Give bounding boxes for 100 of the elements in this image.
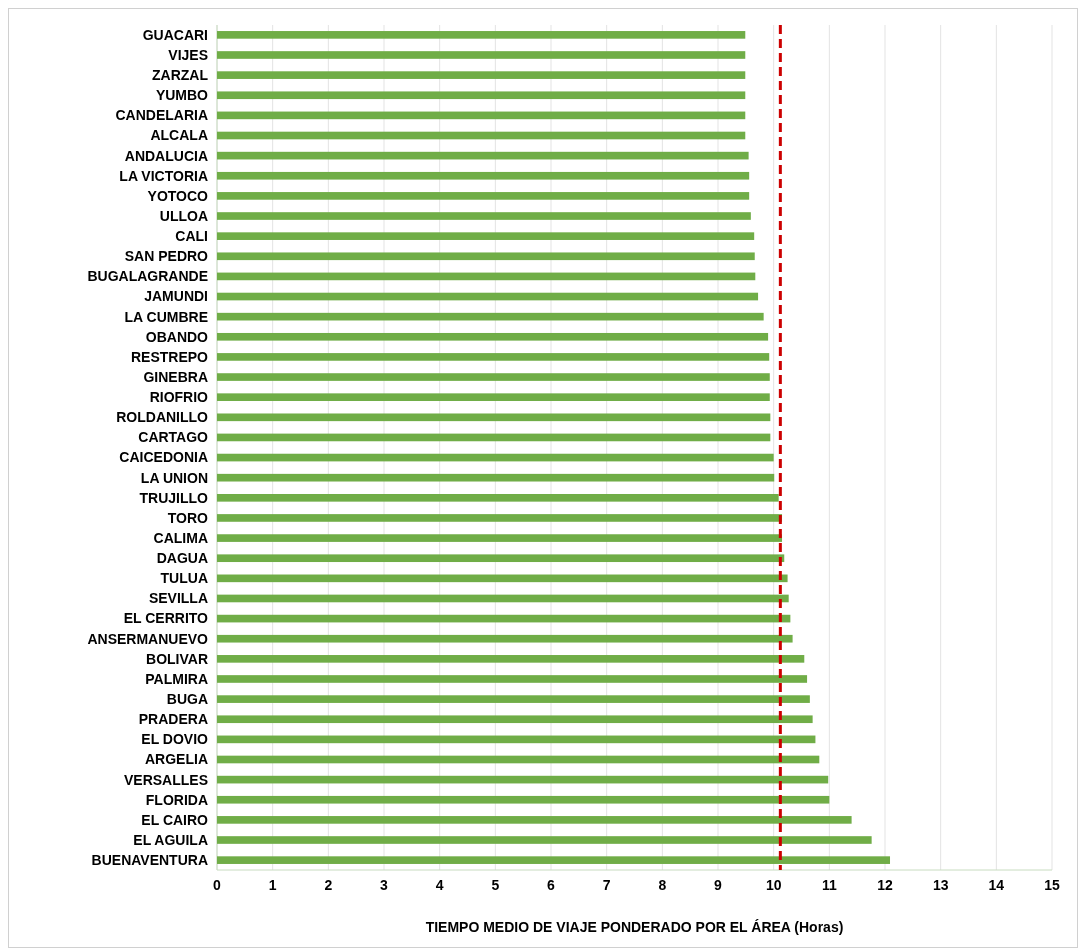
bar [217, 151, 749, 160]
y-tick-label: EL CERRITO [123, 610, 209, 627]
y-tick-label: BUGA [166, 691, 208, 708]
y-tick-label: ULLOA [159, 207, 208, 224]
bar [217, 514, 783, 522]
x-tick-label: 13 [932, 877, 949, 893]
bar [217, 111, 746, 120]
y-tick-label: RESTREPO [130, 348, 209, 365]
y-tick-label: ARGELIA [145, 751, 208, 768]
x-tick-label: 9 [714, 877, 723, 893]
y-tick-label: CALIMA [153, 529, 208, 546]
bar [217, 836, 872, 844]
bar [217, 554, 785, 563]
bar [217, 91, 746, 100]
y-tick-label: VERSALLES [123, 771, 208, 788]
bar [217, 393, 770, 401]
x-tick-label: 5 [491, 877, 500, 893]
y-tick-label: RIOFRIO [149, 389, 209, 406]
y-tick-label: PRADERA [138, 711, 208, 728]
y-tick-label: BUGALAGRANDE [87, 268, 208, 285]
x-tick-label: 2 [324, 877, 333, 893]
y-tick-label: TRUJILLO [139, 489, 209, 506]
bar [217, 373, 770, 381]
y-tick-label: BUENAVENTURA [91, 852, 208, 869]
y-tick-label: GINEBRA [143, 368, 208, 385]
y-tick-label: GUACARI [142, 26, 208, 43]
bar [217, 614, 791, 623]
bar [217, 634, 793, 643]
x-tick-label: 15 [1044, 877, 1060, 893]
bar [217, 292, 759, 301]
x-tick-label: 14 [988, 877, 1005, 893]
bar [217, 51, 746, 59]
x-tick-label: 10 [765, 877, 782, 893]
y-tick-label: EL DOVIO [141, 731, 209, 748]
x-tick-label: 6 [547, 877, 556, 893]
y-tick-label: CARTAGO [138, 429, 209, 446]
y-tick-label: TORO [167, 509, 209, 526]
bar [217, 795, 830, 804]
bar [217, 232, 755, 240]
y-tick-label: ZARZAL [152, 67, 209, 84]
bar [217, 473, 775, 482]
x-tick-label: 1 [268, 877, 277, 893]
bar [217, 594, 789, 603]
bar [217, 735, 816, 744]
x-tick-label: 0 [213, 877, 222, 893]
bar [217, 413, 771, 422]
bar [217, 695, 810, 703]
x-tick-label: 4 [435, 877, 444, 893]
x-tick-label: 3 [380, 877, 389, 893]
bar [217, 192, 750, 200]
bar [217, 332, 769, 341]
y-tick-label: JAMUNDI [144, 288, 208, 305]
bar [217, 574, 788, 583]
y-tick-label: CAICEDONIA [119, 449, 208, 466]
y-tick-label: EL AGUILA [133, 831, 208, 848]
y-tick-label: VIJES [168, 46, 208, 63]
x-tick-label: 7 [602, 877, 611, 893]
bar [217, 433, 771, 442]
y-tick-label: ALCALA [150, 127, 208, 144]
y-tick-label: BOLIVAR [146, 650, 208, 667]
y-tick-label: LA UNION [140, 469, 208, 486]
y-tick-label: TULUA [160, 570, 208, 587]
x-tick-label: 12 [877, 877, 893, 893]
y-tick-label: SEVILLA [148, 590, 208, 607]
y-tick-label: ANSERMANUEVO [87, 630, 209, 647]
bar [217, 252, 755, 261]
x-tick-label: 11 [821, 877, 837, 893]
y-tick-label: OBANDO [145, 328, 209, 345]
bar [217, 675, 808, 683]
y-tick-label: YOTOCO [147, 187, 209, 204]
bar [217, 353, 770, 361]
bar [217, 71, 746, 79]
bar [217, 31, 746, 39]
bar [217, 755, 820, 764]
bar [217, 775, 829, 784]
y-tick-label: YUMBO [155, 87, 209, 104]
y-tick-label: SAN PEDRO [124, 248, 209, 265]
y-tick-label: EL CAIRO [141, 811, 209, 828]
bar [217, 212, 751, 220]
y-tick-label: DAGUA [156, 550, 208, 567]
bar [217, 655, 805, 663]
bar [217, 131, 746, 140]
y-tick-label: CALI [175, 228, 208, 245]
bar [217, 856, 891, 864]
y-tick-label: LA CUMBRE [124, 308, 208, 325]
bar [217, 816, 852, 824]
x-axis-title: TIEMPO MEDIO DE VIAJE PONDERADO POR EL ÁREA (Horas) [425, 919, 844, 935]
y-tick-label: ANDALUCIA [124, 147, 208, 164]
y-tick-label: ROLDANILLO [116, 409, 209, 426]
bar [217, 534, 783, 542]
y-tick-label: FLORIDA [145, 791, 208, 808]
y-tick-label: PALMIRA [145, 670, 208, 687]
bar [217, 715, 813, 724]
y-tick-label: LA VICTORIA [119, 167, 208, 184]
bar [217, 494, 779, 502]
y-tick-label: CANDELARIA [115, 107, 208, 124]
x-tick-label: 8 [658, 877, 667, 893]
bar [217, 312, 764, 321]
bar [217, 171, 750, 180]
bar [217, 272, 756, 281]
